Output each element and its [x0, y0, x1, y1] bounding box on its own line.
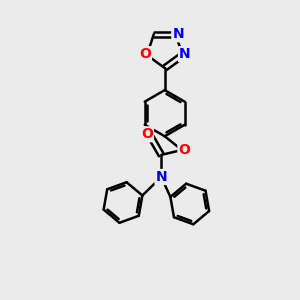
Text: O: O: [141, 127, 153, 141]
Text: N: N: [155, 170, 167, 184]
Text: O: O: [139, 47, 151, 61]
Text: N: N: [179, 47, 191, 61]
Text: N: N: [172, 27, 184, 41]
Text: O: O: [178, 143, 190, 157]
